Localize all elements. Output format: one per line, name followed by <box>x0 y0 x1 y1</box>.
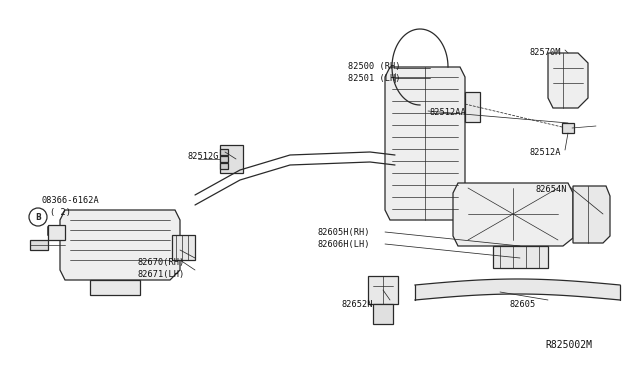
Polygon shape <box>220 145 243 173</box>
Polygon shape <box>453 183 573 246</box>
Polygon shape <box>385 67 465 220</box>
Text: 82652N: 82652N <box>342 300 374 309</box>
Text: 08366-6162A: 08366-6162A <box>42 196 100 205</box>
Polygon shape <box>60 210 180 280</box>
Polygon shape <box>48 225 65 240</box>
Polygon shape <box>220 163 228 169</box>
Text: 82654N: 82654N <box>535 185 566 194</box>
Polygon shape <box>562 123 574 133</box>
Text: 82512AA: 82512AA <box>430 108 467 117</box>
Text: 82670(RH): 82670(RH) <box>138 258 185 267</box>
Text: ( 2): ( 2) <box>50 208 71 217</box>
Circle shape <box>392 162 398 168</box>
Text: R825002M: R825002M <box>545 340 592 350</box>
Polygon shape <box>220 149 228 155</box>
Text: 82501 (LH): 82501 (LH) <box>348 74 401 83</box>
Text: 82512A: 82512A <box>530 148 561 157</box>
Text: 82606H(LH): 82606H(LH) <box>318 240 371 249</box>
Text: B: B <box>35 212 41 221</box>
Polygon shape <box>220 156 228 162</box>
Polygon shape <box>573 186 610 243</box>
Text: 82512G: 82512G <box>188 152 220 161</box>
Text: 82605: 82605 <box>510 300 536 309</box>
Circle shape <box>392 152 398 158</box>
Circle shape <box>564 124 572 132</box>
Polygon shape <box>493 246 548 268</box>
Polygon shape <box>90 280 140 295</box>
Polygon shape <box>373 304 393 324</box>
Text: 82570M: 82570M <box>530 48 561 57</box>
Text: 82671(LH): 82671(LH) <box>138 270 185 279</box>
Polygon shape <box>368 276 398 304</box>
Polygon shape <box>548 53 588 108</box>
Polygon shape <box>172 235 195 260</box>
Text: 82500 (RH): 82500 (RH) <box>348 62 401 71</box>
Circle shape <box>29 208 47 226</box>
Text: 82605H(RH): 82605H(RH) <box>318 228 371 237</box>
Polygon shape <box>465 92 480 122</box>
Polygon shape <box>30 240 48 250</box>
